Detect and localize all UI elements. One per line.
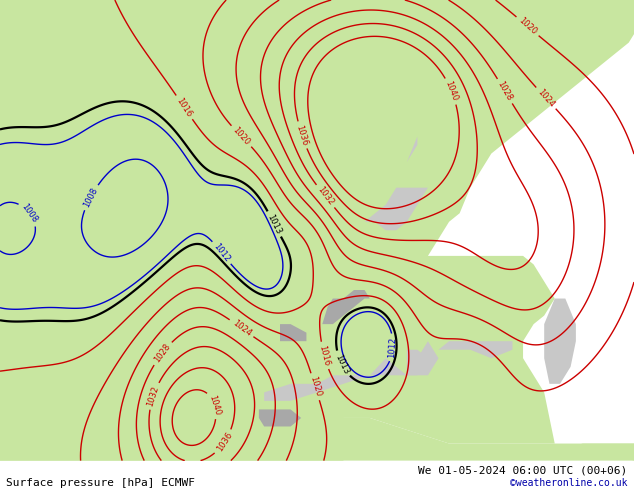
Text: 1032: 1032 bbox=[315, 185, 335, 207]
Polygon shape bbox=[317, 68, 439, 213]
Polygon shape bbox=[396, 350, 428, 375]
Text: We 01-05-2024 06:00 UTC (00+06): We 01-05-2024 06:00 UTC (00+06) bbox=[418, 466, 628, 475]
Text: 1028: 1028 bbox=[152, 342, 172, 365]
Polygon shape bbox=[259, 410, 301, 426]
Text: 1016: 1016 bbox=[318, 344, 331, 367]
Polygon shape bbox=[417, 102, 470, 205]
Text: 1032: 1032 bbox=[146, 385, 161, 407]
Polygon shape bbox=[243, 324, 309, 384]
Polygon shape bbox=[259, 200, 301, 277]
Polygon shape bbox=[544, 298, 576, 384]
Text: 1020: 1020 bbox=[308, 375, 323, 398]
Text: 1020: 1020 bbox=[231, 125, 252, 147]
Text: 1040: 1040 bbox=[443, 80, 460, 102]
Polygon shape bbox=[407, 350, 428, 375]
Text: 1016: 1016 bbox=[175, 96, 194, 119]
Polygon shape bbox=[365, 298, 439, 375]
Text: 1040: 1040 bbox=[207, 394, 222, 416]
Polygon shape bbox=[158, 145, 217, 171]
Polygon shape bbox=[428, 333, 523, 392]
Text: 1028: 1028 bbox=[496, 80, 514, 102]
Text: 1036: 1036 bbox=[295, 123, 309, 147]
Text: 1024: 1024 bbox=[536, 87, 556, 109]
Polygon shape bbox=[385, 137, 417, 196]
Text: 1036: 1036 bbox=[215, 431, 234, 454]
Text: 1008: 1008 bbox=[82, 186, 100, 209]
Polygon shape bbox=[333, 213, 344, 230]
Text: 1013: 1013 bbox=[333, 352, 350, 375]
Text: Surface pressure [hPa] ECMWF: Surface pressure [hPa] ECMWF bbox=[6, 478, 195, 488]
Text: ©weatheronline.co.uk: ©weatheronline.co.uk bbox=[510, 478, 628, 488]
Polygon shape bbox=[328, 307, 375, 392]
Polygon shape bbox=[238, 230, 259, 265]
Polygon shape bbox=[439, 341, 512, 358]
Polygon shape bbox=[264, 341, 439, 401]
Text: 1012: 1012 bbox=[387, 337, 398, 358]
Polygon shape bbox=[0, 0, 211, 188]
Text: 1013: 1013 bbox=[266, 213, 283, 235]
Polygon shape bbox=[264, 265, 328, 341]
Polygon shape bbox=[301, 239, 407, 307]
Text: 1024: 1024 bbox=[230, 318, 252, 338]
Text: 1020: 1020 bbox=[517, 16, 538, 37]
Polygon shape bbox=[280, 324, 306, 341]
Polygon shape bbox=[0, 0, 634, 461]
Polygon shape bbox=[344, 188, 428, 230]
Polygon shape bbox=[243, 324, 309, 392]
Text: 1008: 1008 bbox=[20, 202, 39, 225]
Polygon shape bbox=[344, 94, 460, 230]
Polygon shape bbox=[0, 384, 634, 461]
Text: 1012: 1012 bbox=[212, 242, 231, 264]
Polygon shape bbox=[322, 290, 370, 324]
